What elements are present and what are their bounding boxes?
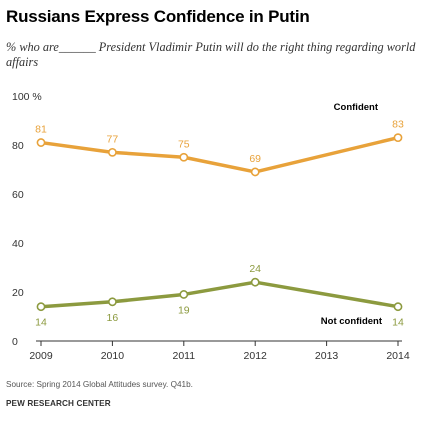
chart-series: 81 77 75 69 83 Confident 14 16 19 24 14 Not confide… (35, 102, 404, 329)
chart-title: Russians Express Confidence in Putin (6, 7, 310, 26)
x-tick-label: 2013 (315, 350, 339, 362)
data-label: 81 (35, 124, 47, 136)
series-name-label: Not confident (321, 316, 383, 327)
series-line (40, 135, 399, 174)
chart-subtitle: % who are______ President Vladimir Putin… (6, 40, 416, 69)
data-point (250, 277, 260, 287)
data-label: 83 (392, 119, 404, 131)
data-label: 19 (178, 304, 190, 316)
data-point (393, 133, 403, 143)
y-tick-label: 20 (12, 287, 24, 299)
series-not-confident: 14 16 19 24 14 Not confident (35, 263, 404, 329)
y-tick-label: 100 % (12, 91, 42, 103)
x-tick-label: 2012 (244, 350, 268, 362)
chart-axes: 0 20 40 60 80 100 % 2009 2010 2011 2012 2013 2014 (12, 91, 410, 362)
organization-name: PEW RESEARCH CENTER (6, 399, 111, 408)
y-tick-label: 60 (12, 189, 24, 201)
y-tick-label: 40 (12, 238, 24, 250)
data-label: 77 (107, 133, 119, 145)
data-label: 24 (249, 263, 261, 275)
data-label: 75 (178, 138, 190, 150)
data-point (179, 290, 189, 299)
data-point (393, 302, 403, 312)
data-point (36, 138, 46, 147)
data-point (108, 297, 117, 307)
data-point (179, 152, 189, 162)
data-point (108, 147, 117, 157)
series-line (40, 280, 399, 309)
y-tick-label: 80 (12, 140, 24, 152)
series-name-label: Confident (334, 102, 379, 113)
series-confident: 81 77 75 69 83 Confident (35, 102, 404, 177)
x-tick-label: 2009 (29, 350, 53, 362)
x-tick-label: 2010 (101, 350, 125, 362)
y-tick-label: 0 (12, 336, 18, 348)
data-label: 14 (35, 317, 47, 329)
data-label: 14 (392, 317, 404, 329)
data-point (250, 167, 260, 177)
x-tick-label: 2011 (173, 350, 196, 362)
data-label: 16 (107, 312, 119, 324)
source-note: Source: Spring 2014 Global Attitudes sur… (6, 380, 193, 389)
data-point (36, 302, 46, 312)
x-tick-label: 2014 (386, 350, 410, 362)
data-label: 69 (249, 153, 261, 165)
